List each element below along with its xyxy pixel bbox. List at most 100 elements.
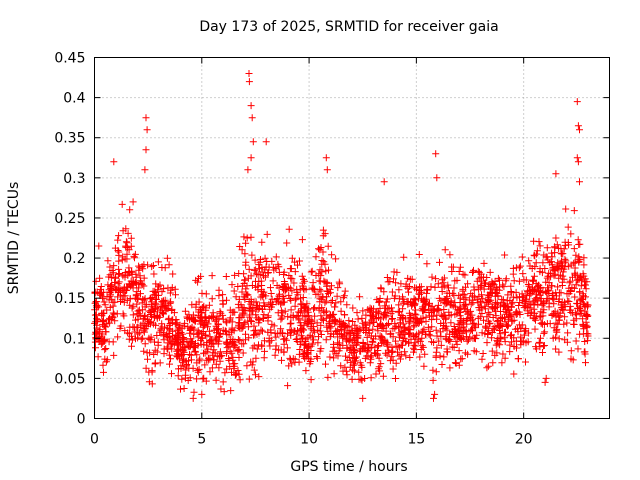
data-point <box>278 299 286 307</box>
data-point <box>243 291 251 299</box>
data-point <box>467 300 475 308</box>
data-point <box>571 269 579 277</box>
data-point <box>154 338 162 346</box>
data-point <box>277 300 285 308</box>
data-point <box>423 260 431 268</box>
data-point <box>96 274 104 282</box>
data-point <box>409 344 417 352</box>
data-point <box>335 321 343 329</box>
data-point <box>571 309 579 317</box>
data-point <box>206 368 214 376</box>
data-point <box>502 277 510 285</box>
data-point <box>253 345 261 353</box>
data-point <box>369 325 377 333</box>
data-point <box>452 330 460 338</box>
data-point <box>447 297 455 305</box>
data-point <box>245 70 253 77</box>
data-point <box>372 370 380 378</box>
x-axis-label: GPS time / hours <box>290 459 407 475</box>
x-tick-label: 20 <box>515 432 533 448</box>
data-point <box>243 234 251 242</box>
data-point <box>140 296 148 304</box>
data-point <box>250 327 258 335</box>
data-point <box>457 355 465 363</box>
data-point <box>267 284 274 292</box>
data-point <box>383 351 391 359</box>
data-point <box>535 339 543 347</box>
data-point <box>343 371 351 379</box>
data-point <box>192 316 200 324</box>
data-point <box>165 314 173 322</box>
data-point <box>532 316 539 324</box>
data-point <box>564 297 572 305</box>
data-point <box>375 310 383 318</box>
data-point <box>105 286 113 294</box>
data-point <box>131 254 138 262</box>
data-point <box>294 308 302 316</box>
data-point <box>322 297 330 305</box>
data-point <box>437 297 445 305</box>
data-point <box>583 337 591 345</box>
data-point <box>531 315 539 323</box>
data-point <box>216 348 224 356</box>
data-point <box>111 279 119 286</box>
data-point <box>570 245 578 253</box>
data-point <box>150 351 158 358</box>
data-point <box>210 356 218 364</box>
data-point <box>332 255 340 263</box>
data-point <box>158 288 166 296</box>
data-point <box>117 287 124 295</box>
data-point <box>462 328 470 336</box>
data-point <box>114 333 122 341</box>
data-point <box>317 272 325 280</box>
data-point <box>376 332 384 340</box>
data-point <box>250 298 258 306</box>
data-point <box>570 207 578 215</box>
data-point <box>123 296 131 304</box>
data-point <box>367 308 375 316</box>
data-point <box>543 320 551 328</box>
data-point <box>232 371 240 379</box>
data-point <box>173 327 181 335</box>
data-point <box>190 330 198 338</box>
data-point <box>380 288 388 296</box>
data-point <box>352 334 360 342</box>
data-point <box>283 239 291 247</box>
data-point <box>397 280 405 288</box>
data-point <box>151 359 159 367</box>
data-point <box>552 289 560 297</box>
data-point <box>180 385 188 392</box>
data-point <box>566 302 574 310</box>
data-point <box>556 312 564 320</box>
data-point <box>406 283 414 290</box>
data-point <box>314 339 322 347</box>
data-point <box>160 345 168 353</box>
data-point <box>392 375 399 382</box>
data-point <box>196 320 204 328</box>
data-point <box>213 336 221 344</box>
y-axis-label: SRMTID / TECUs <box>6 182 22 295</box>
data-point <box>343 344 351 352</box>
data-point <box>537 334 544 342</box>
data-point <box>95 303 103 311</box>
data-point <box>413 316 421 324</box>
data-point <box>226 314 234 322</box>
data-point <box>271 351 279 359</box>
data-point <box>431 390 439 398</box>
data-point <box>432 275 440 283</box>
data-point <box>564 329 572 337</box>
data-point <box>433 174 441 182</box>
data-point <box>504 322 511 330</box>
data-point <box>149 262 157 269</box>
data-point <box>307 376 315 384</box>
data-point <box>256 265 263 273</box>
data-point <box>354 334 362 342</box>
data-point <box>345 330 353 338</box>
data-point <box>252 277 259 285</box>
data-point <box>240 340 248 348</box>
data-point <box>277 315 285 323</box>
data-point <box>299 294 307 301</box>
data-point <box>241 276 249 284</box>
data-point <box>190 344 198 352</box>
data-point <box>423 289 431 297</box>
